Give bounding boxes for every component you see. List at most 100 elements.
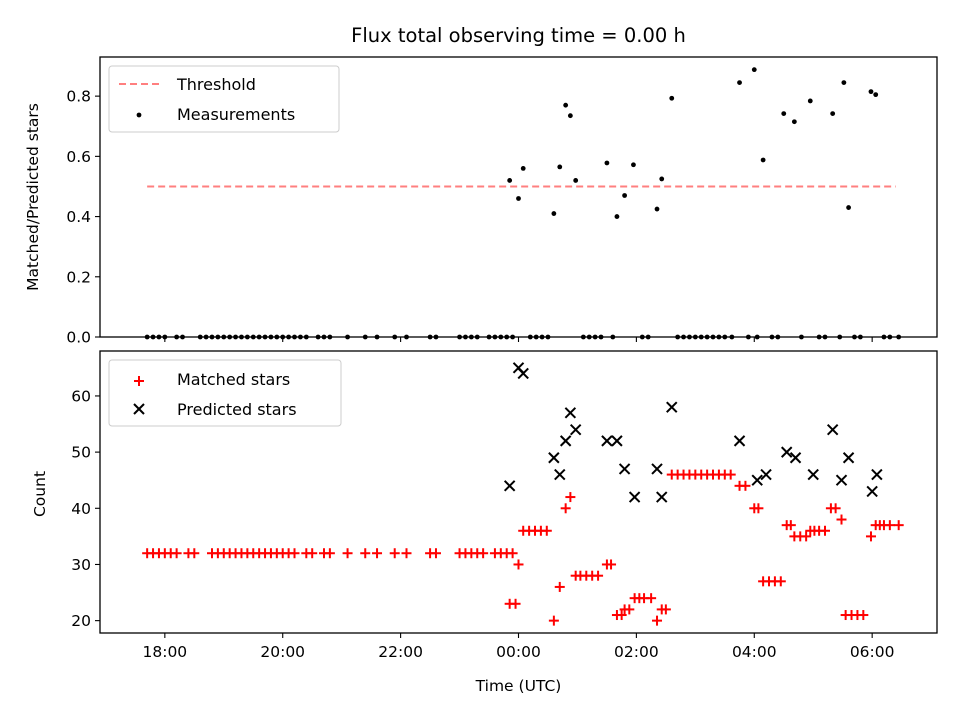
predicted-star-point <box>548 452 560 464</box>
bottom-y-axis-label: Count <box>31 471 49 517</box>
bottom-y-tick-label: 30 <box>71 556 91 574</box>
x-tick-label: 06:00 <box>850 643 895 661</box>
top-y-axis-label: Matched/Predicted stars <box>24 103 42 291</box>
predicted-star-point <box>564 407 577 419</box>
x-tick-label: 00:00 <box>496 643 541 661</box>
matched-star-point <box>865 531 876 542</box>
predicted-star-point <box>760 468 772 481</box>
measurement-point <box>622 193 627 198</box>
bottom-y-tick-label: 40 <box>71 500 91 518</box>
matched-star-point <box>753 503 764 514</box>
matched-star-point <box>836 514 847 525</box>
x-axis-label: Time (UTC) <box>475 677 562 695</box>
bottom-legend-box <box>108 359 342 427</box>
predicted-star-point <box>733 435 746 447</box>
top-y-tick-label: 0.0 <box>66 329 91 347</box>
chart-title: Flux total observing time = 0.00 h <box>351 24 686 47</box>
predicted-star-point <box>656 491 668 503</box>
legend-matched-swatch <box>134 376 144 386</box>
legend-threshold-label: Threshold <box>176 75 256 94</box>
measurement-point <box>751 67 757 73</box>
matched-star-point <box>725 469 736 480</box>
top-y-tick-label: 0.6 <box>66 148 91 166</box>
matched-star-point <box>510 598 521 609</box>
matched-star-point <box>606 559 617 570</box>
predicted-star-point <box>559 435 572 447</box>
matched-star-point <box>616 610 627 621</box>
top-legend: Threshold Measurements <box>108 65 340 133</box>
predicted-star-point <box>789 452 802 464</box>
measurement-point <box>669 95 675 101</box>
measurement-point <box>654 206 660 212</box>
matched-star-point <box>801 531 812 542</box>
predicted-star-point <box>503 480 516 492</box>
matched-star-point <box>554 581 565 592</box>
matched-star-point <box>289 548 300 559</box>
top-y-tick-label: 0.8 <box>66 88 91 106</box>
measurement-point <box>873 92 879 98</box>
matched-star-point <box>507 548 518 559</box>
matched-star-point <box>830 503 841 514</box>
bottom-y-tick-label: 60 <box>71 387 91 405</box>
measurement-point <box>760 157 766 163</box>
predicted-star-point <box>569 423 582 436</box>
x-tick-label: 02:00 <box>614 643 659 661</box>
measurement-point <box>631 162 636 168</box>
matched-star-point <box>171 548 182 559</box>
x-tick-label: 20:00 <box>260 643 305 661</box>
predicted-star-point <box>601 435 613 447</box>
matched-star-point <box>513 559 524 570</box>
predicted-star-point <box>628 491 641 503</box>
x-tick-label: 04:00 <box>732 643 777 661</box>
x-tick-label: 22:00 <box>378 643 423 661</box>
measurement-point <box>614 214 620 219</box>
matched-star-point <box>430 548 441 559</box>
matched-star-point <box>785 520 796 531</box>
matched-star-point <box>624 604 635 615</box>
predicted-star-point <box>871 468 883 481</box>
matched-star-point <box>646 593 657 604</box>
measurement-point <box>737 80 742 85</box>
measurement-point <box>830 111 836 117</box>
predicted-star-point <box>618 463 631 475</box>
matched-star-point <box>820 525 831 536</box>
matched-star-point <box>541 525 552 536</box>
predicted-star-point <box>651 463 663 475</box>
predicted-star-point <box>751 474 763 486</box>
measurement-point <box>520 165 526 171</box>
legend-matched-label: Matched stars <box>177 370 290 389</box>
predicted-star-point <box>866 485 878 498</box>
measurement-point <box>567 113 573 119</box>
bottom-legend: Matched stars Predicted stars <box>108 359 342 427</box>
matched-star-point <box>189 548 200 559</box>
matched-star-point <box>660 604 671 615</box>
matched-star-point <box>893 520 904 531</box>
bottom-plot-area <box>142 362 904 626</box>
predicted-star-point <box>666 401 678 413</box>
matched-star-point <box>342 548 353 559</box>
predicted-star-point <box>807 468 819 481</box>
matched-star-point <box>360 548 371 559</box>
matched-star-point <box>401 548 412 559</box>
predicted-star-point <box>517 367 529 380</box>
matched-star-point <box>478 548 489 559</box>
measurement-point <box>841 80 847 85</box>
top-y-tick-label: 0.4 <box>66 208 91 226</box>
matched-star-point <box>548 615 559 626</box>
predicted-star-point <box>835 474 848 486</box>
measurement-point <box>516 196 521 201</box>
measurement-point <box>557 164 563 170</box>
legend-predicted-label: Predicted stars <box>177 400 297 419</box>
measurement-point <box>507 178 513 183</box>
predicted-star-point <box>780 446 793 458</box>
bottom-y-tick-label: 20 <box>71 612 91 630</box>
matched-star-point <box>884 520 895 531</box>
legend-measurements-swatch <box>136 112 142 118</box>
matched-star-point <box>593 570 604 581</box>
predicted-star-point <box>826 423 839 436</box>
legend-predicted-swatch <box>133 403 145 415</box>
top-y-tick-label: 0.2 <box>66 268 91 286</box>
matched-star-point <box>307 548 318 559</box>
measurement-point <box>846 205 851 210</box>
x-tick-label: 18:00 <box>143 643 188 661</box>
